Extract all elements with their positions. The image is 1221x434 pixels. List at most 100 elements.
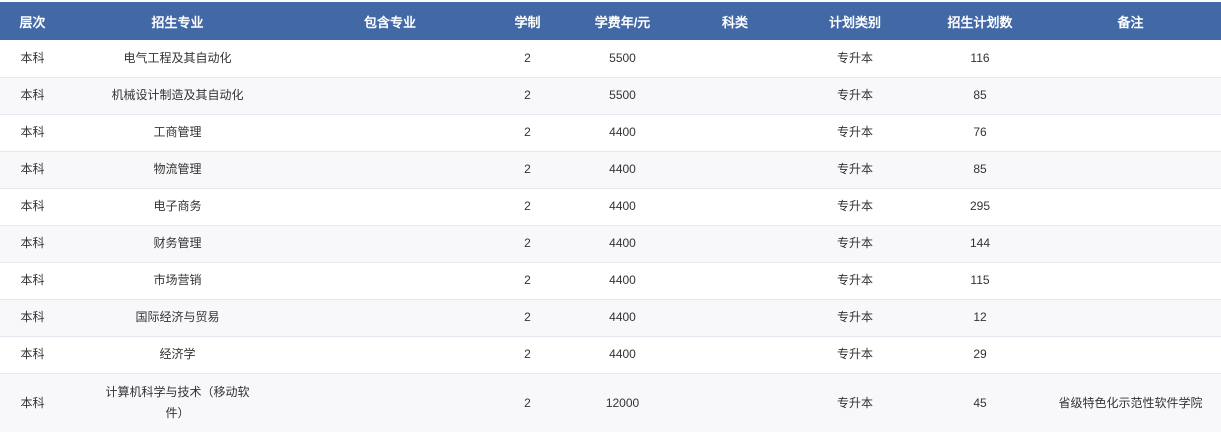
cell-tuition: 4400 [565,299,680,337]
cell-plan-type: 专升本 [790,114,920,152]
cell-plan-type: 专升本 [790,336,920,374]
cell-major: 财务管理 [65,225,290,263]
cell-duration: 2 [490,151,565,189]
cell-plan-count: 85 [920,151,1040,189]
cell-plan-count: 116 [920,40,1040,78]
cell-plan-count: 12 [920,299,1040,337]
cell-duration: 2 [490,77,565,115]
cell-level: 本科 [0,114,65,152]
cell-major: 经济学 [65,336,290,374]
cell-tuition: 4400 [565,225,680,263]
cell-included [290,373,490,432]
cell-remark [1040,77,1221,115]
cell-category [680,225,790,263]
cell-duration: 2 [490,188,565,226]
cell-category [680,336,790,374]
cell-plan-type: 专升本 [790,77,920,115]
cell-duration: 2 [490,114,565,152]
col-header-included: 包含专业 [290,2,490,40]
cell-plan-count: 85 [920,77,1040,115]
cell-remark [1040,188,1221,226]
table-row: 本科 物流管理 2 4400 专升本 85 [0,151,1221,189]
table-row: 本科 电子商务 2 4400 专升本 295 [0,188,1221,226]
table-row: 本科 经济学 2 4400 专升本 29 [0,336,1221,374]
cell-duration: 2 [490,299,565,337]
cell-remark [1040,225,1221,263]
col-header-remark: 备注 [1040,2,1221,40]
cell-level: 本科 [0,77,65,115]
cell-tuition: 4400 [565,114,680,152]
cell-level: 本科 [0,40,65,78]
cell-major: 电子商务 [65,188,290,226]
col-header-level: 层次 [0,2,65,40]
cell-tuition: 5500 [565,77,680,115]
cell-category [680,188,790,226]
cell-tuition: 5500 [565,40,680,78]
cell-level: 本科 [0,336,65,374]
table-row: 本科 电气工程及其自动化 2 5500 专升本 116 [0,40,1221,78]
cell-plan-type: 专升本 [790,373,920,432]
cell-remark [1040,114,1221,152]
cell-duration: 2 [490,336,565,374]
cell-included [290,299,490,337]
cell-plan-count: 45 [920,373,1040,432]
cell-tuition: 4400 [565,262,680,300]
cell-included [290,114,490,152]
col-header-major: 招生专业 [65,2,290,40]
cell-remark: 省级特色化示范性软件学院 [1040,373,1221,432]
cell-included [290,336,490,374]
cell-tuition: 4400 [565,188,680,226]
cell-tuition: 4400 [565,336,680,374]
cell-plan-type: 专升本 [790,40,920,78]
cell-level: 本科 [0,151,65,189]
table-row: 本科 机械设计制造及其自动化 2 5500 专升本 85 [0,77,1221,115]
cell-category [680,262,790,300]
cell-included [290,225,490,263]
cell-included [290,151,490,189]
cell-category [680,151,790,189]
cell-remark [1040,151,1221,189]
cell-duration: 2 [490,225,565,263]
col-header-tuition: 学费年/元 [565,2,680,40]
cell-major: 工商管理 [65,114,290,152]
cell-duration: 2 [490,373,565,432]
col-header-category: 科类 [680,2,790,40]
cell-plan-count: 115 [920,262,1040,300]
header-row: 层次 招生专业 包含专业 学制 学费年/元 科类 计划类别 招生计划数 备注 [0,2,1221,40]
col-header-duration: 学制 [490,2,565,40]
cell-duration: 2 [490,40,565,78]
cell-level: 本科 [0,373,65,432]
table-row: 本科 市场营销 2 4400 专升本 115 [0,262,1221,300]
cell-remark [1040,262,1221,300]
cell-plan-type: 专升本 [790,151,920,189]
cell-major: 物流管理 [65,151,290,189]
cell-plan-type: 专升本 [790,225,920,263]
cell-included [290,262,490,300]
cell-plan-count: 295 [920,188,1040,226]
cell-major: 电气工程及其自动化 [65,40,290,78]
cell-plan-count: 144 [920,225,1040,263]
table-row: 本科 工商管理 2 4400 专升本 76 [0,114,1221,152]
col-header-plan-type: 计划类别 [790,2,920,40]
cell-plan-type: 专升本 [790,262,920,300]
cell-included [290,40,490,78]
cell-level: 本科 [0,299,65,337]
cell-plan-count: 29 [920,336,1040,374]
cell-plan-type: 专升本 [790,299,920,337]
cell-major: 市场营销 [65,262,290,300]
cell-plan-type: 专升本 [790,188,920,226]
cell-remark [1040,40,1221,78]
table-row: 本科 国际经济与贸易 2 4400 专升本 12 [0,299,1221,337]
cell-category [680,77,790,115]
cell-level: 本科 [0,262,65,300]
cell-remark [1040,299,1221,337]
cell-major: 国际经济与贸易 [65,299,290,337]
table-header: 层次 招生专业 包含专业 学制 学费年/元 科类 计划类别 招生计划数 备注 [0,2,1221,40]
table-row: 本科 计算机科学与技术（移动软件） 2 12000 专升本 45 省级特色化示范… [0,373,1221,432]
col-header-plan-count: 招生计划数 [920,2,1040,40]
cell-level: 本科 [0,188,65,226]
table-row: 本科 财务管理 2 4400 专升本 144 [0,225,1221,263]
cell-category [680,299,790,337]
